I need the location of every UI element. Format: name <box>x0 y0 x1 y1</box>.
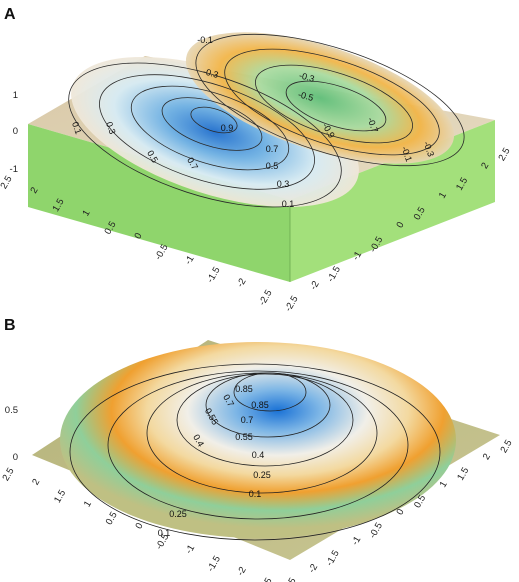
panel-a-x-tick-label: 0 <box>132 231 144 241</box>
panel-a-x-tick-label: 2 <box>28 185 40 195</box>
panel-b-x-tick-label: 1.5 <box>52 488 68 505</box>
panel-b-x-tick-label: -2.5 <box>257 576 275 582</box>
panel-a-z-ticks: -1 0 1 <box>10 90 18 175</box>
panel-a-x-tick-label: -2.5 <box>257 288 275 308</box>
panel-b-x-tick-label: -1 <box>183 543 197 556</box>
panel-b-y-tick-label: 2 <box>481 452 493 462</box>
panel-a-x-tick-label: -1 <box>183 254 197 267</box>
panel-b-y-tick-label: 1 <box>438 479 450 489</box>
panel-b-z-tick-label: 0.5 <box>5 405 18 416</box>
panel-b-contour-label: 0.85 <box>251 400 269 410</box>
panel-a-contour-label: -0.5 <box>297 89 315 103</box>
panel-a-contour-label: 0.1 <box>70 120 84 135</box>
panel-a-y-tick-label: -2 <box>308 279 322 292</box>
panel-b-y-tick-label: -1 <box>350 535 364 548</box>
panel-b-contours <box>69 363 441 541</box>
panel-b-contour-label: 0.85 <box>235 384 253 394</box>
panel-b-contour-label: 0.25 <box>169 509 187 519</box>
panel-a-x-tick-label: 2.5 <box>0 174 15 191</box>
panel-a-contour-label: -0.1 <box>399 145 414 163</box>
panel-b-contour-label: 0.25 <box>253 470 271 480</box>
panel-b-z-tick-label: 0 <box>13 452 18 463</box>
panel-a-y-tick-label: -1.5 <box>325 264 343 284</box>
panel-a-label: A <box>4 6 16 23</box>
panel-a: A -0.1-0.3 -0.3-0.5-0.9 -0.7-0.3-0.10.10. <box>0 6 513 314</box>
panel-b-x-tick-label: 1 <box>82 499 94 509</box>
panel-a-contour-label: -0.3 <box>202 66 220 80</box>
panel-a-y-tick-label: 0 <box>394 220 406 230</box>
panel-a-y-tick-label: 1 <box>437 190 449 200</box>
panel-b-contour-label: 0.55 <box>235 432 253 442</box>
panel-b-x-tick-label: 2 <box>30 477 42 487</box>
panel-a-negative-lobe <box>185 32 455 164</box>
panel-b-contour-label: 0.1 <box>249 489 262 499</box>
panel-b-contour-label: 0.7 <box>241 415 254 425</box>
panel-b-contour-label: 0.4 <box>252 450 265 460</box>
panel-b-x-tick-label: 0 <box>133 521 145 531</box>
panel-a-contours-negative <box>195 33 465 167</box>
panel-a-y-tick-label: 2.5 <box>496 146 512 163</box>
panel-b-label: B <box>4 317 16 334</box>
panel-a-z-tick-label: 1 <box>13 90 18 101</box>
panel-b-y-tick-label: -0.5 <box>367 521 385 541</box>
panel-b-x-tick-label: -1.5 <box>205 554 223 574</box>
panel-a-z-tick-label: -1 <box>10 164 18 175</box>
panel-a-side-left <box>28 124 290 282</box>
panel-a-contour-label: 0.9 <box>221 123 234 133</box>
panel-a-contour-label: -0.3 <box>298 70 316 84</box>
panel-a-y-tick-label: 2 <box>479 161 491 171</box>
panel-b-y-tick-label: -2 <box>306 562 320 575</box>
panel-a-contour-label: 0.3 <box>104 120 118 135</box>
panel-b-y-tick-label: 2.5 <box>498 438 514 455</box>
panel-a-contour-label: -0.3 <box>421 140 436 158</box>
panel-b-x-tick-label: -2 <box>235 565 249 578</box>
panel-b-y-tick-label: 0 <box>394 507 406 517</box>
panel-a-x-tick-label: 1 <box>80 208 92 218</box>
panel-a-z-tick-label: 0 <box>13 126 18 137</box>
panel-b-z-ticks: 00.5 <box>5 405 18 463</box>
panel-b-x-tick-label: 0.5 <box>104 510 120 527</box>
panel-a-contour-label: 0.7 <box>266 144 279 154</box>
panel-a-contour-label: 0.1 <box>282 199 295 209</box>
panel-b-y-tick-label: -2.5 <box>281 576 299 582</box>
panel-a-x-tick-label: -1.5 <box>205 265 223 285</box>
panel-a-contour-label: -0.1 <box>197 35 213 45</box>
panel-a-contours-positive <box>68 62 342 208</box>
panel-a-y-tick-label: -2.5 <box>283 294 301 314</box>
panel-b-dome <box>60 342 456 538</box>
panel-a-contour-label: 0.3 <box>277 179 290 189</box>
panel-a-x-tick-label: -2 <box>235 277 249 290</box>
panel-b-y-tick-label: 1.5 <box>455 466 471 483</box>
panel-b-x-tick-label: 2.5 <box>0 466 16 483</box>
panel-b-contour-label: 0.1 <box>158 528 171 538</box>
panel-b-y-tick-label: -1.5 <box>324 548 342 568</box>
panel-a-contour-label: 0.5 <box>266 161 279 171</box>
panel-a-contour-label: -0.7 <box>365 116 380 134</box>
panel-b: B 0.850.70.550.40.250.10.10.250.40.550.7… <box>0 317 514 582</box>
